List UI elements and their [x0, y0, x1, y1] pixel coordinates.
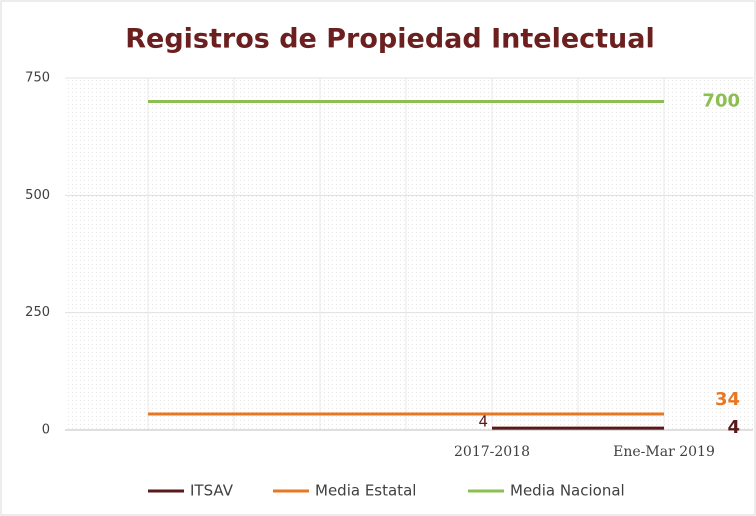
data-label: 4: [727, 417, 740, 438]
data-label: 700: [702, 90, 740, 111]
chart-title: Registros de Propiedad Intelectual: [125, 24, 655, 55]
plot-area: [65, 78, 753, 430]
x-tick-label: 2017-2018: [454, 444, 530, 460]
x-tick-label: Ene-Mar 2019: [613, 444, 715, 460]
legend-label: Media Estatal: [315, 482, 416, 500]
y-tick-label: 0: [42, 423, 50, 438]
legend-label: Media Nacional: [510, 482, 625, 500]
legend-label: ITSAV: [190, 482, 234, 500]
y-tick-label: 500: [25, 188, 50, 203]
y-tick-label: 250: [25, 305, 50, 320]
data-label: 34: [715, 389, 740, 410]
y-tick-label: 750: [25, 71, 50, 86]
data-label: 4: [478, 413, 488, 431]
